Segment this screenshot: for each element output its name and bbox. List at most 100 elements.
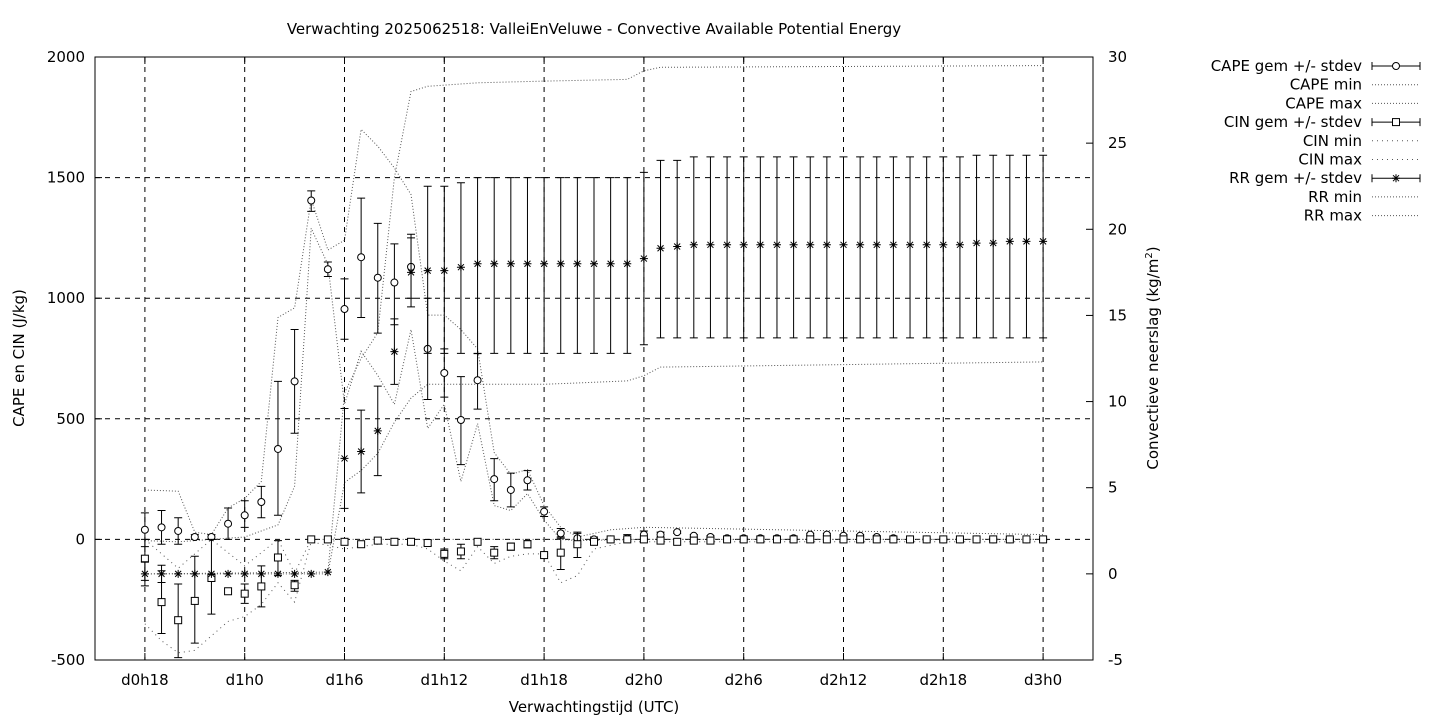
point-marker	[456, 416, 465, 425]
point-marker	[1392, 174, 1400, 183]
x-tick-label: d1h6	[325, 671, 363, 689]
series-curve	[144, 361, 1044, 575]
point-marker	[723, 240, 732, 249]
y2-axis-label-main: Convectieve neerslag (kg/m	[1144, 259, 1162, 470]
point-marker	[590, 537, 598, 546]
point-marker	[989, 535, 998, 544]
point-marker	[390, 347, 399, 356]
point-marker	[157, 598, 166, 607]
point-marker	[207, 569, 216, 578]
legend-label: CIN gem +/- stdev	[1224, 113, 1362, 131]
point-marker	[390, 278, 399, 287]
point-marker	[955, 240, 964, 249]
point-marker	[373, 273, 382, 282]
series-curve	[144, 128, 1044, 538]
point-marker	[872, 240, 881, 249]
x-tick-label: d1h12	[420, 671, 468, 689]
point-marker	[290, 377, 299, 386]
point-marker	[340, 537, 349, 546]
y2-tick-label: 15	[1108, 306, 1127, 324]
x-tick-label: d2h6	[725, 671, 763, 689]
point-marker	[273, 569, 282, 578]
point-marker	[340, 305, 349, 314]
point-marker	[440, 549, 449, 558]
error-bar	[1022, 154, 1031, 339]
point-marker	[506, 485, 515, 494]
point-marker	[822, 535, 831, 544]
point-marker	[540, 507, 549, 516]
point-marker	[157, 523, 166, 532]
point-marker	[922, 240, 931, 249]
point-marker	[506, 259, 515, 268]
y2-axis-label-end: )	[1144, 246, 1162, 252]
point-marker	[323, 568, 332, 577]
point-marker	[723, 535, 732, 544]
point-marker	[939, 535, 948, 544]
point-marker	[240, 511, 249, 520]
point-marker	[955, 535, 964, 544]
point-marker	[673, 528, 682, 537]
point-marker	[673, 242, 682, 251]
legend-label: CAPE max	[1285, 94, 1362, 112]
point-marker	[423, 266, 432, 275]
point-marker	[839, 535, 848, 544]
y2-tick-label: 5	[1108, 479, 1118, 497]
y2-tick-label: -5	[1108, 651, 1123, 669]
point-marker	[407, 537, 416, 546]
point-marker	[1392, 118, 1400, 127]
y-tick-label: -500	[51, 651, 85, 669]
point-marker	[273, 444, 282, 453]
x-tick-label: d1h0	[226, 671, 264, 689]
point-marker	[922, 535, 931, 544]
point-marker	[739, 535, 748, 544]
point-marker	[340, 454, 349, 463]
point-marker	[972, 239, 981, 248]
point-marker	[140, 525, 149, 534]
point-marker	[307, 196, 316, 205]
x-tick-label: d2h0	[625, 671, 663, 689]
point-marker	[540, 259, 549, 268]
point-marker	[689, 240, 698, 249]
point-marker	[190, 532, 199, 541]
point-marker	[839, 240, 848, 249]
point-marker	[140, 569, 149, 578]
legend-label: CAPE gem +/- stdev	[1211, 57, 1362, 75]
point-marker	[606, 259, 615, 268]
legend-label: RR max	[1304, 207, 1362, 225]
error-bar	[1039, 154, 1048, 339]
point-marker	[357, 253, 366, 262]
y-tick-label: 2000	[47, 48, 85, 66]
point-marker	[906, 240, 915, 249]
x-tick-label: d1h18	[520, 671, 568, 689]
point-marker	[140, 554, 149, 563]
legend-label: RR gem +/- stdev	[1229, 169, 1362, 187]
y2-tick-label: 25	[1108, 134, 1127, 152]
legend-label: CAPE min	[1290, 76, 1362, 94]
point-marker	[939, 240, 948, 249]
point-marker	[257, 569, 266, 578]
point-marker	[806, 240, 815, 249]
point-marker	[573, 540, 582, 549]
point-marker	[1022, 237, 1031, 246]
y2-tick-label: 10	[1108, 393, 1127, 411]
point-marker	[556, 529, 565, 538]
point-marker	[456, 263, 465, 272]
y2-tick-label: 0	[1108, 565, 1118, 583]
chart-title: Verwachting 2025062518: ValleiEnVeluwe -…	[287, 20, 901, 38]
point-marker	[639, 254, 648, 263]
point-marker	[473, 376, 482, 385]
point-marker	[523, 540, 532, 549]
point-marker	[490, 548, 499, 557]
point-marker	[1005, 535, 1014, 544]
point-marker	[523, 476, 532, 485]
point-marker	[307, 569, 316, 578]
point-marker	[806, 535, 815, 544]
point-marker	[739, 240, 748, 249]
point-marker	[257, 498, 266, 507]
point-marker	[772, 535, 781, 544]
point-marker	[972, 535, 981, 544]
error-bar	[1005, 154, 1014, 339]
point-marker	[756, 240, 765, 249]
y2-axis-label: Convectieve neerslag (kg/m2)	[1144, 246, 1162, 469]
point-marker	[407, 268, 416, 277]
